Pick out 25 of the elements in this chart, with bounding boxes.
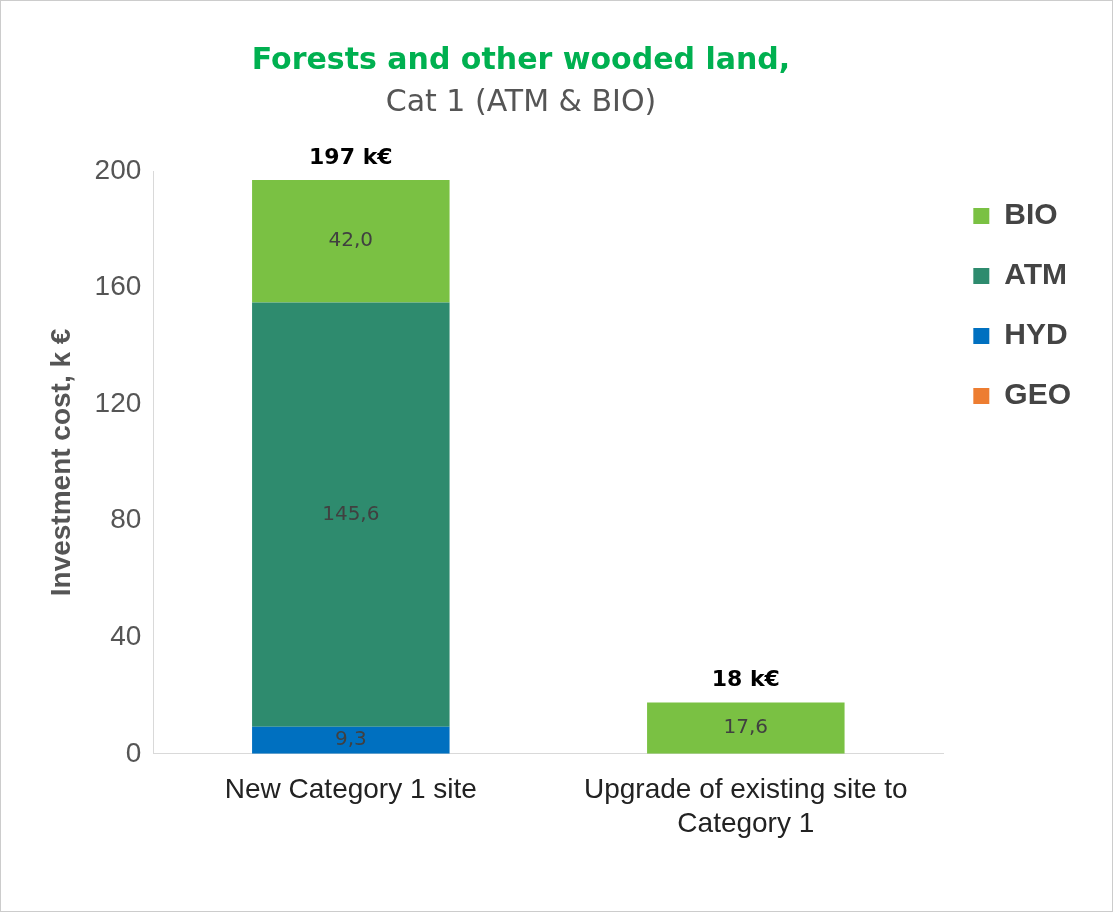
data-label: 17,6	[723, 714, 769, 739]
bar	[647, 702, 845, 754]
x-tick-label: New Category 1 site	[224, 773, 477, 805]
bar	[252, 726, 450, 754]
legend-label: BIO	[1004, 197, 1058, 231]
total-label: 197 k€	[309, 143, 393, 169]
total-label: 18 k€	[711, 666, 780, 692]
bar	[252, 302, 450, 727]
y-tick-label: 160	[94, 270, 142, 302]
legend-label: HYD	[1004, 317, 1068, 351]
y-tick-label: 80	[110, 503, 142, 535]
legend-label: GEO	[1004, 377, 1072, 411]
data-label: 42,0	[328, 227, 374, 252]
chart-subtitle: Cat 1 (ATM & BIO)	[384, 83, 658, 118]
x-tick-label: Upgrade of existing site to Category 1	[583, 773, 908, 838]
data-label: 145,6	[322, 500, 380, 525]
data-label: 9,3	[334, 726, 367, 751]
y-tick-label: 200	[94, 153, 142, 185]
y-tick-label: 40	[110, 619, 142, 651]
bar	[252, 180, 450, 303]
legend-label: ATM	[1004, 257, 1068, 291]
chart-title: Forests and other wooded land,	[250, 41, 792, 76]
y-tick-label: 0	[125, 736, 142, 768]
y-tick-label: 120	[94, 386, 142, 418]
y-axis-title: Investment cost, k €	[44, 328, 76, 597]
